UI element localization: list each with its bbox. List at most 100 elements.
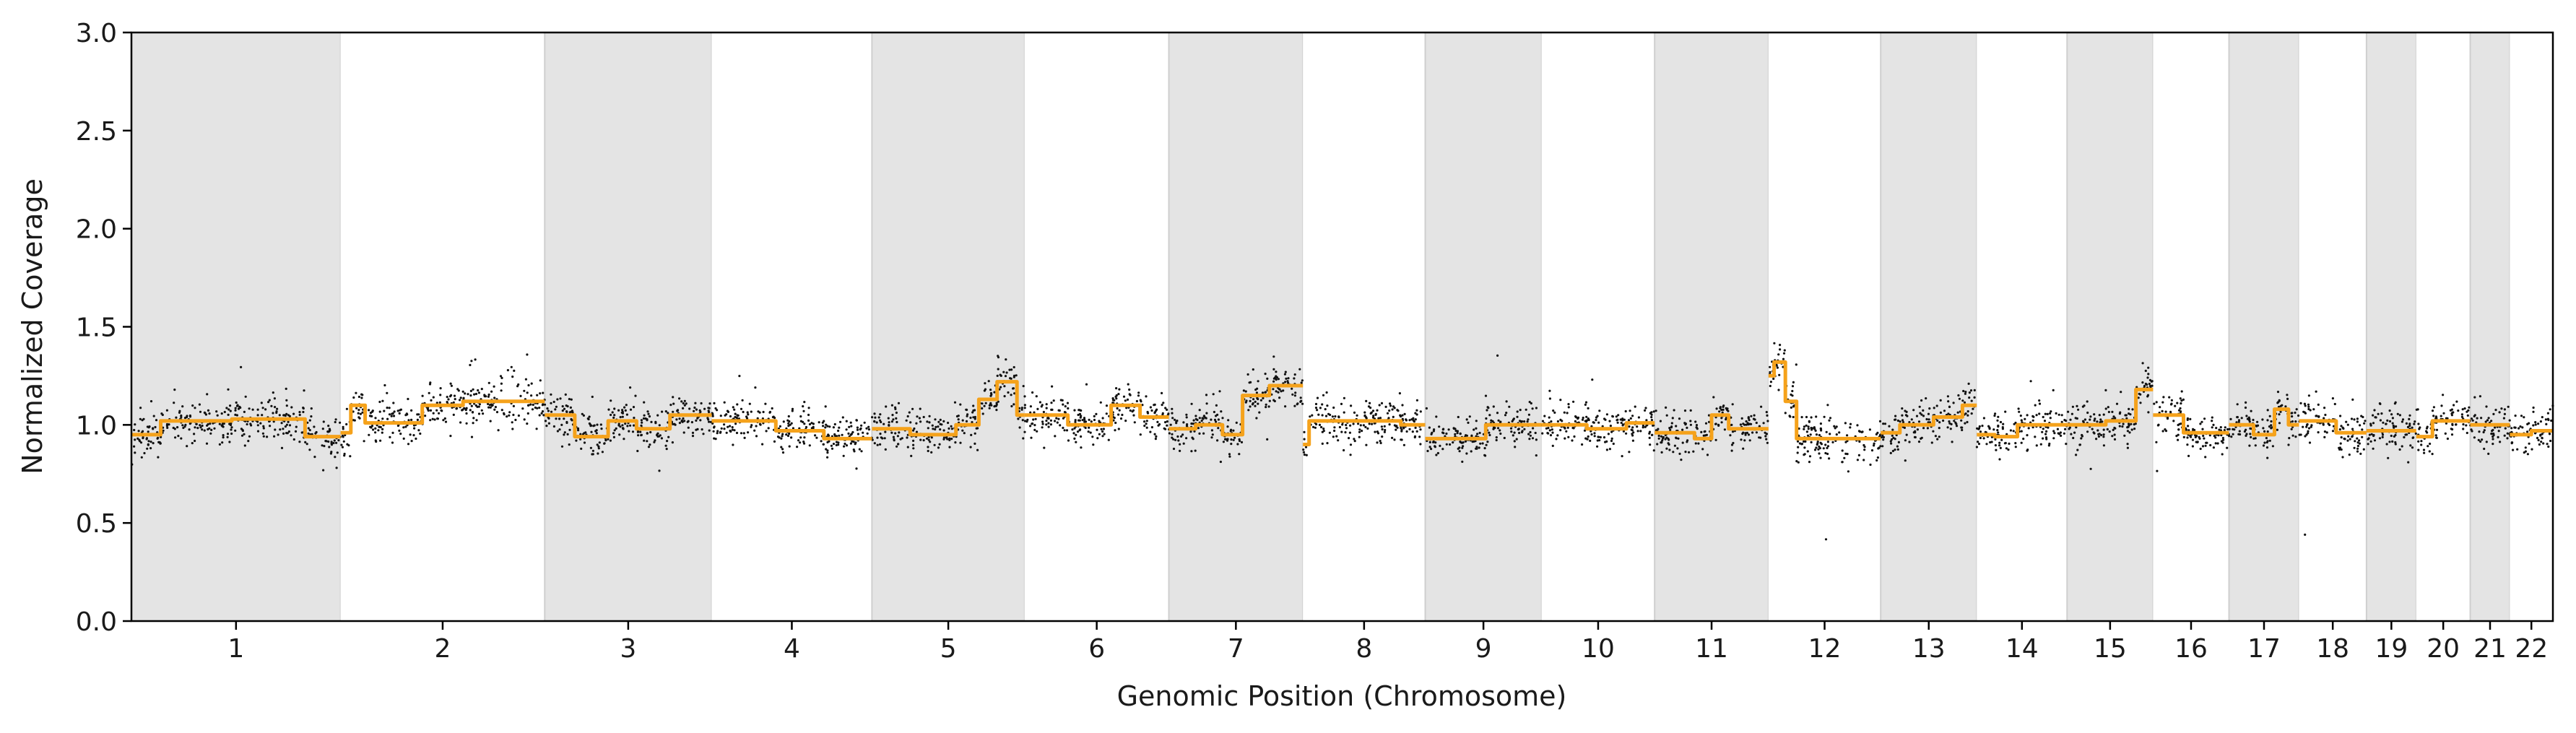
coverage-point: [942, 429, 945, 432]
coverage-point: [358, 417, 361, 420]
coverage-point: [477, 389, 480, 392]
coverage-point: [227, 408, 230, 411]
coverage-point: [379, 439, 382, 442]
coverage-point: [1101, 417, 1104, 420]
coverage-point: [1372, 415, 1375, 417]
coverage-point: [2390, 434, 2393, 438]
coverage-point: [261, 414, 264, 417]
coverage-point: [2071, 405, 2074, 408]
coverage-point: [2047, 426, 2050, 429]
coverage-point: [1546, 432, 1549, 435]
chromosome-band-19: [2366, 32, 2416, 621]
coverage-point: [603, 442, 606, 445]
coverage-point: [2294, 411, 2297, 415]
coverage-point: [634, 394, 637, 397]
coverage-point: [732, 443, 734, 446]
coverage-point: [1049, 423, 1052, 426]
coverage-point: [938, 443, 941, 446]
coverage-point: [2271, 445, 2274, 448]
coverage-point: [1813, 426, 1816, 429]
coverage-point: [711, 422, 714, 425]
coverage-point: [959, 403, 962, 406]
coverage-point: [659, 434, 662, 437]
coverage-point: [2096, 420, 2099, 423]
coverage-point: [750, 410, 753, 413]
coverage-point: [1153, 433, 1156, 435]
coverage-point: [1010, 368, 1013, 371]
coverage-point: [2358, 439, 2361, 442]
coverage-point: [1353, 440, 1356, 443]
coverage-point: [1100, 428, 1103, 430]
coverage-point: [996, 374, 999, 378]
coverage-point: [2526, 430, 2529, 433]
coverage-point: [1820, 429, 1823, 432]
coverage-point: [269, 425, 272, 428]
coverage-point: [1324, 408, 1327, 411]
coverage-point: [1464, 440, 1467, 443]
coverage-point: [799, 441, 802, 444]
coverage-point: [1249, 399, 1252, 403]
coverage-point: [2255, 424, 2258, 428]
coverage-point: [1221, 417, 1224, 420]
coverage-point: [879, 433, 882, 435]
coverage-point: [2473, 436, 2476, 439]
coverage-point: [1523, 428, 1526, 430]
coverage-point: [1103, 433, 1106, 435]
coverage-point: [2513, 426, 2516, 429]
coverage-point: [1948, 405, 1951, 408]
coverage-point: [2091, 428, 2094, 430]
coverage-point: [1531, 407, 1534, 410]
coverage-point: [2092, 431, 2095, 434]
coverage-point: [1137, 394, 1140, 397]
coverage-point: [1813, 448, 1817, 451]
coverage-point: [1977, 428, 1980, 430]
coverage-point: [787, 415, 790, 418]
coverage-point: [2341, 456, 2344, 459]
coverage-point: [1930, 441, 1933, 444]
coverage-point: [2412, 436, 2415, 439]
coverage-point: [942, 436, 945, 439]
coverage-point: [173, 402, 175, 404]
coverage-point: [2270, 420, 2273, 423]
coverage-point: [1255, 391, 1258, 394]
coverage-point: [1083, 418, 1086, 421]
coverage-point: [656, 435, 659, 438]
coverage-point: [1664, 438, 1667, 441]
coverage-point: [1922, 427, 1925, 430]
coverage-point: [2060, 420, 2063, 423]
coverage-point: [1548, 429, 1551, 432]
coverage-point: [1033, 428, 1036, 432]
coverage-point: [2266, 430, 2269, 433]
chromosome-band-4: [711, 32, 872, 621]
coverage-point: [142, 430, 144, 433]
coverage-point: [359, 412, 362, 415]
coverage-point: [2086, 430, 2089, 433]
coverage-point: [2180, 402, 2182, 405]
coverage-point: [1977, 441, 1979, 443]
coverage-point: [292, 412, 295, 415]
coverage-point: [272, 420, 275, 423]
coverage-point: [1607, 433, 1610, 435]
coverage-point: [2198, 435, 2200, 438]
coverage-point: [1745, 431, 1748, 435]
coverage-point: [1760, 405, 1763, 408]
coverage-point: [1914, 431, 1917, 434]
coverage-point: [2278, 413, 2281, 416]
coverage-point: [2431, 453, 2434, 456]
coverage-point: [1182, 421, 1185, 424]
coverage-point: [600, 428, 603, 430]
coverage-point: [1523, 420, 1526, 423]
coverage-point: [1619, 418, 1622, 421]
coverage-point: [807, 413, 810, 417]
coverage-point: [2462, 423, 2465, 426]
coverage-point: [2346, 423, 2349, 426]
coverage-point: [1843, 456, 1846, 459]
coverage-point: [2309, 409, 2312, 412]
coverage-point: [1386, 412, 1389, 415]
coverage-point: [2435, 436, 2438, 440]
coverage-point: [1982, 437, 1985, 440]
coverage-point: [1062, 403, 1064, 406]
coverage-point: [330, 441, 333, 443]
coverage-point: [2328, 423, 2331, 427]
coverage-point: [1074, 420, 1077, 424]
